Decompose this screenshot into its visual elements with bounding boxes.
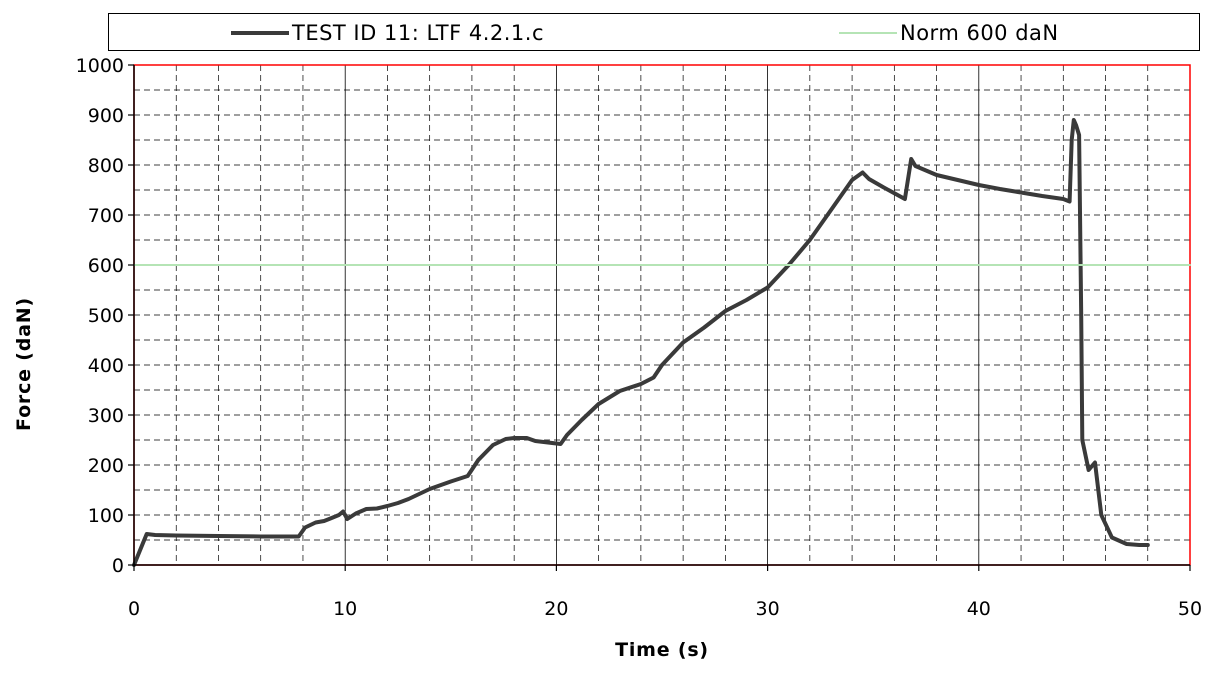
grid-lines: [134, 65, 1190, 565]
y-tick-label: 0: [112, 555, 124, 577]
x-tick-label: 30: [756, 598, 780, 620]
y-tick-label: 1000: [76, 55, 124, 77]
series-line-test: [132, 118, 1150, 567]
y-tick-label: 500: [88, 305, 124, 327]
x-axis-title: Time (s): [615, 639, 709, 661]
legend-item-norm: Norm 600 daN: [839, 14, 1059, 52]
y-tick-label: 800: [88, 155, 124, 177]
y-tick-label: 700: [88, 205, 124, 227]
legend-swatch-norm: [839, 32, 897, 34]
series-lines: [132, 118, 1191, 567]
x-tick-label: 10: [333, 598, 357, 620]
x-tick-label: 0: [128, 598, 140, 620]
y-tick-label: 100: [88, 505, 124, 527]
plot-frame: [133, 64, 1191, 566]
y-tick-label: 600: [88, 255, 124, 277]
x-tick-label: 20: [544, 598, 568, 620]
legend: TEST ID 11: LTF 4.2.1.c Norm 600 daN: [108, 13, 1200, 51]
legend-swatch-test: [231, 31, 289, 35]
x-tick-label: 40: [967, 598, 991, 620]
y-axis-title: Force (daN): [13, 297, 35, 431]
legend-item-test: TEST ID 11: LTF 4.2.1.c: [231, 14, 544, 52]
y-tick-label: 900: [88, 105, 124, 127]
y-tick-label: 300: [88, 405, 124, 427]
tick-labels: 0 100 200 300 400 500 600 700 800 900 1000 0 10 20 30 4…: [76, 55, 1202, 620]
y-tick-label: 400: [88, 355, 124, 377]
y-tick-label: 200: [88, 455, 124, 477]
x-tick-label: 50: [1178, 598, 1202, 620]
legend-label-norm: Norm 600 daN: [900, 21, 1059, 45]
legend-label-test: TEST ID 11: LTF 4.2.1.c: [292, 21, 544, 45]
axes: [128, 64, 1191, 571]
